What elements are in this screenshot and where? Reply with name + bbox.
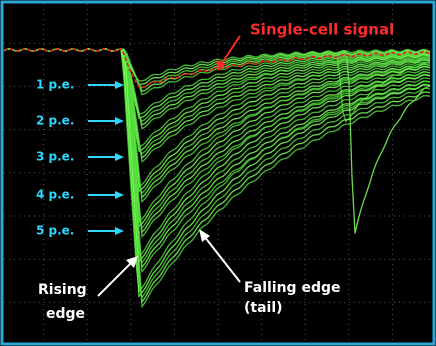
rising-label: Rising xyxy=(38,282,87,298)
level-label: 1 p.e. xyxy=(36,78,74,92)
level-label: 5 p.e. xyxy=(36,224,74,238)
falling-label: Falling edge xyxy=(244,280,340,296)
signal-label: Single-cell signal xyxy=(250,21,394,39)
level-label: 3 p.e. xyxy=(36,150,74,164)
oscilloscope-screen: Single-cell signal 1 p.e. 2 p.e. 3 p.e. 4 p… xyxy=(0,0,436,346)
level-label: 2 p.e. xyxy=(36,114,74,128)
level-label: 4 p.e. xyxy=(36,188,74,202)
rising-label: edge xyxy=(46,306,85,322)
falling-label: (tail) xyxy=(244,300,283,316)
